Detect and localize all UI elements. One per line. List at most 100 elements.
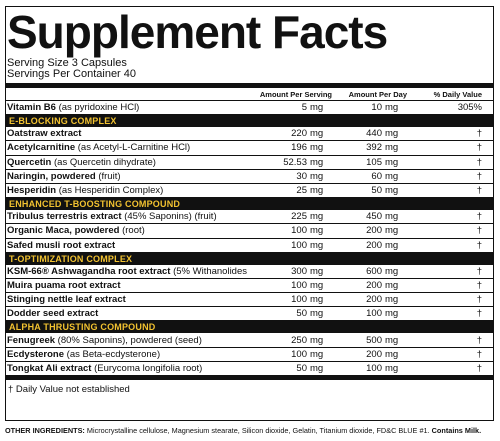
ingredient-name: Oatstraw extract	[7, 128, 82, 140]
ingredient-row: Naringin, powdered (fruit) 30 mg 60 mg †	[5, 170, 494, 184]
daily-value: †	[476, 156, 482, 168]
unit: mg	[310, 294, 324, 306]
unit: mg	[310, 225, 324, 237]
daily-value: †	[476, 142, 482, 154]
section-header: ENHANCED T-BOOSTING COMPOUND	[5, 198, 494, 211]
ingredient-detail: (as Hesperidin Complex)	[56, 185, 164, 197]
footnote: † Daily Value not established	[8, 384, 130, 395]
nutrient-row-vitamin-b6: Vitamin B6 (as pyridoxine HCl) 5 mg 10 mg …	[5, 101, 494, 116]
unit: mg	[385, 156, 399, 168]
amount-per-serving: 50	[296, 308, 307, 320]
unit: mg	[385, 128, 399, 140]
ingredient-detail: (as Acetyl-L-Carnitine HCl)	[75, 142, 191, 154]
unit: mg	[385, 239, 399, 251]
unit: mg	[385, 348, 399, 360]
daily-value: †	[476, 279, 482, 291]
servings-per-container: Servings Per Container 40	[7, 68, 137, 80]
ingredient-detail: (root)	[119, 225, 145, 237]
amount-per-serving: 52.53	[283, 156, 307, 168]
supplement-facts-panel: Supplement Facts Serving Size 3 Capsules…	[5, 6, 494, 398]
unit: mg	[310, 279, 324, 291]
amount-per-serving: 100	[291, 294, 307, 306]
unit: mg	[310, 156, 324, 168]
unit: mg	[310, 102, 324, 114]
amount-per-serving: 50	[296, 362, 307, 374]
amount-per-day: 100	[366, 362, 382, 374]
ingredient-detail: (as Quercetin dihydrate)	[51, 156, 156, 168]
amount-per-day: 392	[366, 142, 382, 154]
section-header: ALPHA THRUSTING COMPOUND	[5, 321, 494, 334]
amount-per-serving: 30	[296, 170, 307, 182]
unit: mg	[385, 308, 399, 320]
unit: mg	[310, 239, 324, 251]
unit: mg	[310, 170, 324, 182]
thick-divider	[5, 83, 494, 88]
daily-value: †	[476, 211, 482, 223]
header-per-serving: Amount Per Serving	[259, 89, 332, 99]
nutrient-name: Vitamin B6	[7, 102, 56, 114]
amount-per-day: 105	[366, 156, 382, 168]
ingredient-detail: (as Beta-ecdysterone)	[64, 348, 161, 360]
ingredient-name: Safed musli root extract	[7, 239, 116, 251]
daily-value: †	[476, 265, 482, 277]
ingredient-row: Hesperidin (as Hesperidin Complex) 25 mg 50…	[5, 184, 494, 199]
daily-value: †	[476, 185, 482, 197]
daily-value: †	[476, 348, 482, 360]
unit: mg	[385, 102, 399, 114]
ingredient-name: Muira puama root extract	[7, 279, 121, 291]
amount-per-day: 50	[371, 185, 382, 197]
ingredient-name: KSM-66® Ashwagandha root extract	[7, 265, 171, 277]
amount-per-day: 10	[371, 102, 382, 114]
ingredient-name: Organic Maca, powdered	[7, 225, 120, 237]
ingredient-name: Tongkat Ali extract	[7, 362, 92, 374]
ingredient-detail: (5% Withanolides)	[170, 265, 247, 277]
amount-per-day: 450	[366, 211, 382, 223]
ingredient-row: Tribulus terrestris extract (45% Saponin…	[5, 210, 494, 225]
amount-per-day: 200	[366, 239, 382, 251]
ingredient-row: Ecdysterone (as Beta-ecdysterone) 100 mg 20…	[5, 348, 494, 362]
unit: mg	[310, 142, 324, 154]
unit: mg	[310, 211, 324, 223]
unit: mg	[385, 142, 399, 154]
amount-per-serving: 225	[291, 211, 307, 223]
ingredient-row: Dodder seed extract 50 mg 100 mg †	[5, 307, 494, 322]
amount-per-day: 440	[366, 128, 382, 140]
unit: mg	[385, 294, 399, 306]
other-ingredients-label: OTHER INGREDIENTS:	[5, 426, 85, 435]
ingredient-name: Dodder seed extract	[7, 308, 99, 320]
ingredient-detail: (80% Saponins), powdered (seed)	[55, 334, 202, 346]
ingredient-name: Ecdysterone	[7, 348, 65, 360]
amount-per-serving: 25	[296, 185, 307, 197]
ingredient-row: Stinging nettle leaf extract 100 mg 200 mg †	[5, 293, 494, 308]
daily-value: †	[476, 308, 482, 320]
ingredient-row: Muira puama root extract 100 mg 200 mg †	[5, 279, 494, 294]
ingredient-detail: (Eurycoma longifolia root)	[91, 362, 203, 374]
ingredient-row: KSM-66® Ashwagandha root extract (5% Wit…	[5, 265, 494, 279]
header-per-day: Amount Per Day	[348, 89, 407, 99]
amount-per-day: 200	[366, 279, 382, 291]
ingredient-name: Acetylcarnitine	[7, 142, 76, 154]
header-daily-value: % Daily Value	[433, 89, 482, 99]
ingredient-name: Fenugreek	[7, 334, 56, 346]
unit: mg	[310, 128, 324, 140]
amount-per-serving: 100	[291, 225, 307, 237]
amount-per-serving: 5	[301, 102, 307, 114]
daily-value: 305%	[457, 102, 482, 114]
section-header: E-BLOCKING COMPLEX	[5, 115, 494, 128]
amount-per-day: 200	[366, 294, 382, 306]
ingredient-detail: (fruit)	[95, 170, 121, 182]
daily-value: †	[476, 239, 482, 251]
unit: mg	[310, 334, 324, 346]
unit: mg	[385, 362, 399, 374]
unit: mg	[310, 348, 324, 360]
ingredient-row: Fenugreek (80% Saponins), powdered (seed…	[5, 333, 494, 348]
amount-per-day: 600	[366, 265, 382, 277]
amount-per-serving: 100	[291, 348, 307, 360]
amount-per-serving: 100	[291, 279, 307, 291]
unit: mg	[310, 185, 324, 197]
amount-per-day: 200	[366, 348, 382, 360]
column-headers: Amount Per Serving Amount Per Day % Dail…	[5, 88, 494, 101]
amount-per-day: 60	[371, 170, 382, 182]
unit: mg	[385, 225, 399, 237]
ingredient-name: Hesperidin	[7, 185, 57, 197]
